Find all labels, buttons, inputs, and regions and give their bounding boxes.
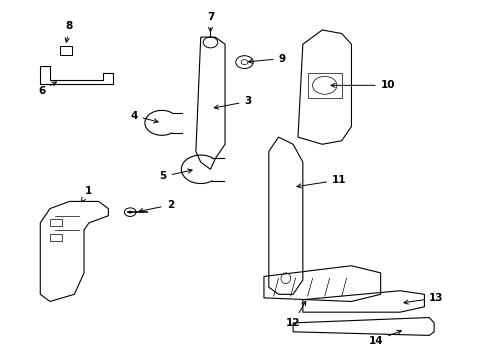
Circle shape: [128, 211, 132, 213]
Text: 1: 1: [81, 186, 92, 202]
Bar: [60, 46, 72, 55]
Text: 13: 13: [403, 293, 443, 304]
Bar: [50, 219, 62, 226]
Text: 3: 3: [214, 96, 251, 109]
Text: 5: 5: [159, 169, 192, 181]
Text: 10: 10: [330, 80, 394, 90]
Text: 14: 14: [368, 330, 401, 346]
Text: 6: 6: [38, 82, 56, 96]
Text: 12: 12: [285, 301, 305, 328]
Text: 4: 4: [130, 111, 158, 123]
Text: 8: 8: [65, 21, 73, 42]
Text: 7: 7: [206, 13, 214, 31]
Text: 11: 11: [296, 175, 346, 188]
Text: 2: 2: [139, 200, 174, 213]
Text: 9: 9: [248, 54, 285, 64]
Bar: [50, 234, 62, 241]
